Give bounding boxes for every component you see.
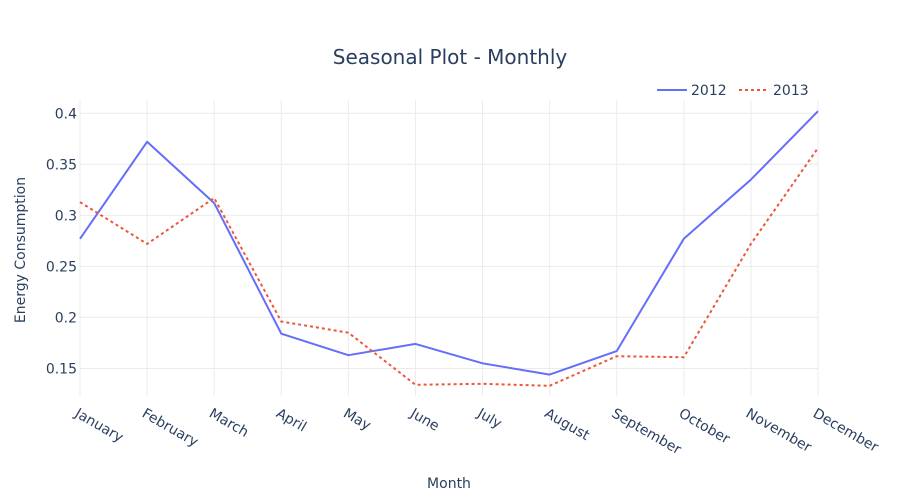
- x-tick-label: December: [810, 406, 881, 456]
- y-tick-label: 0.3: [55, 208, 77, 224]
- legend-label-2012: 2012: [691, 83, 727, 99]
- series-line-2013: [79, 147, 819, 387]
- x-tick-label: April: [273, 406, 309, 436]
- legend-label-2013: 2013: [773, 83, 809, 99]
- y-axis-title: Energy Consumption: [13, 177, 29, 323]
- x-axis-title: Month: [427, 476, 471, 492]
- y-tick-label: 0.2: [55, 310, 77, 326]
- y-tick-label: 0.35: [46, 157, 77, 173]
- y-tick-label: 0.15: [46, 361, 77, 377]
- gridlines: [79, 100, 819, 396]
- x-tick-label: July: [474, 405, 505, 432]
- x-tick-label: May: [340, 406, 373, 434]
- y-axis-ticks: 0.15 0.2 0.25 0.3 0.35 0.4: [46, 106, 77, 377]
- x-axis-ticks: January February March April May June July Augu…: [71, 405, 881, 458]
- series-lines: [79, 110, 819, 387]
- series-line-2012: [79, 110, 819, 376]
- x-tick-label: November: [743, 406, 814, 456]
- legend: 2012 2013: [657, 83, 809, 99]
- chart-title: Seasonal Plot - Monthly: [333, 45, 568, 69]
- x-tick-label: March: [206, 406, 251, 441]
- y-tick-label: 0.25: [46, 259, 77, 275]
- x-tick-label: January: [71, 405, 126, 446]
- x-tick-label: September: [609, 406, 684, 459]
- y-tick-label: 0.4: [55, 106, 77, 122]
- x-tick-label: February: [139, 406, 201, 451]
- x-tick-label: August: [542, 406, 593, 445]
- x-tick-label: October: [676, 406, 733, 448]
- x-tick-label: June: [407, 405, 442, 435]
